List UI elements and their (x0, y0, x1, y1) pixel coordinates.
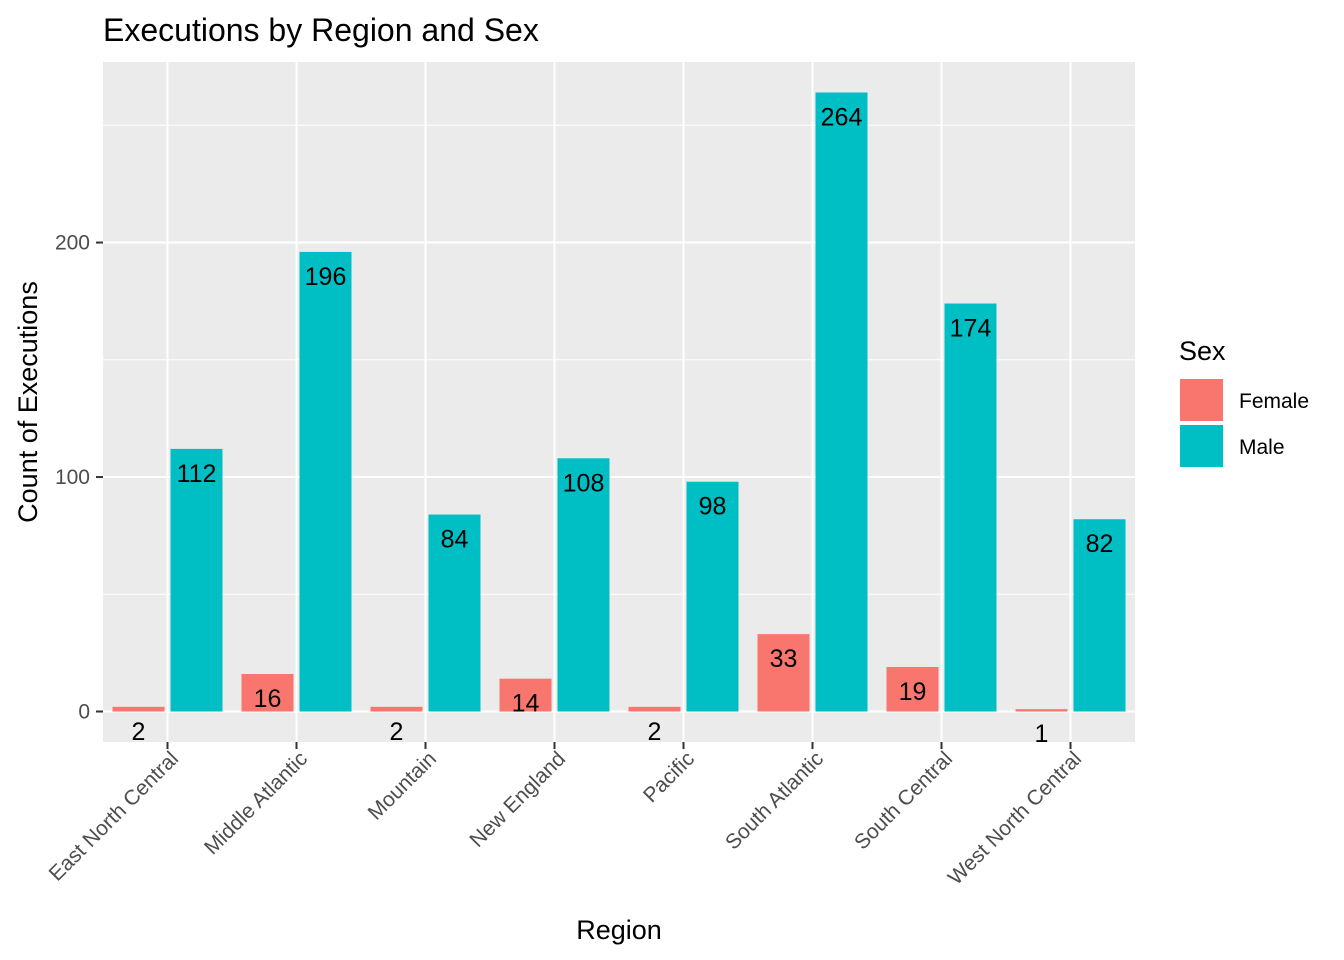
bar-female (241, 674, 294, 712)
legend-key-male (1180, 425, 1223, 467)
x-tick-label: Mountain (364, 747, 441, 824)
bar-male (299, 251, 352, 712)
bar-labels: 2 112 16 196 2 84 14 108 2 98 33 264 19 174 1 82 (132, 103, 1114, 748)
legend-label: Male (1239, 436, 1285, 459)
chart-title: Executions by Region and Sex (103, 12, 539, 48)
bar-value-label: 108 (563, 469, 605, 497)
bar-male (428, 514, 481, 712)
legend-title: Sex (1179, 336, 1226, 366)
y-tick-label: 100 (55, 466, 90, 489)
legend-key-female (1180, 379, 1223, 421)
bar-male (1073, 519, 1126, 712)
y-axis-title: Count of Executions (13, 281, 43, 523)
x-tick-label: Middle Atlantic (200, 747, 312, 859)
bar-male (815, 92, 868, 712)
x-tick-label: East North Central (45, 747, 183, 885)
x-tick-label: Pacific (639, 747, 699, 807)
bar-female (757, 634, 810, 712)
bar-female (370, 706, 423, 712)
legend: Sex Female Male (1179, 336, 1309, 467)
bar-value-label: 98 (699, 493, 727, 521)
bar-value-label: 19 (899, 678, 927, 706)
bar-value-label: 16 (254, 685, 282, 713)
bar-value-label: 264 (821, 103, 863, 131)
x-axis: East North Central Middle Atlantic Mountai… (45, 742, 1086, 890)
x-axis-title: Region (576, 915, 662, 945)
bar-male (686, 481, 739, 712)
bar-female (1015, 709, 1068, 712)
bar-value-label: 2 (648, 718, 662, 746)
bar-value-label: 2 (390, 718, 404, 746)
bar-value-label: 196 (305, 263, 347, 291)
bar-value-label: 84 (441, 526, 469, 554)
x-tick-label: South Central (850, 747, 957, 854)
bar-female (886, 666, 939, 712)
bar-value-label: 174 (950, 315, 992, 343)
bar-value-label: 14 (512, 690, 540, 718)
bar-value-label: 33 (770, 645, 798, 673)
grid-lines (103, 62, 1135, 742)
y-tick-label: 200 (55, 232, 90, 255)
x-tick-label: South Atlantic (721, 747, 828, 854)
bar-male (557, 458, 610, 712)
bar-male (170, 448, 223, 712)
bar-value-label: 112 (177, 460, 217, 488)
bars (112, 92, 1126, 712)
bar-female (499, 678, 552, 712)
bar-male (944, 303, 997, 712)
x-tick-label: West North Central (944, 747, 1086, 889)
legend-label: Female (1239, 390, 1309, 413)
x-tick-label: New England (465, 747, 570, 852)
y-tick-label: 0 (78, 701, 90, 724)
bar-value-label: 1 (1035, 720, 1049, 748)
y-axis: 0 100 200 (55, 232, 103, 724)
bar-value-label: 82 (1086, 530, 1114, 558)
bar-value-label: 2 (132, 718, 146, 746)
bar-female (112, 706, 165, 712)
bar-female (628, 706, 681, 712)
